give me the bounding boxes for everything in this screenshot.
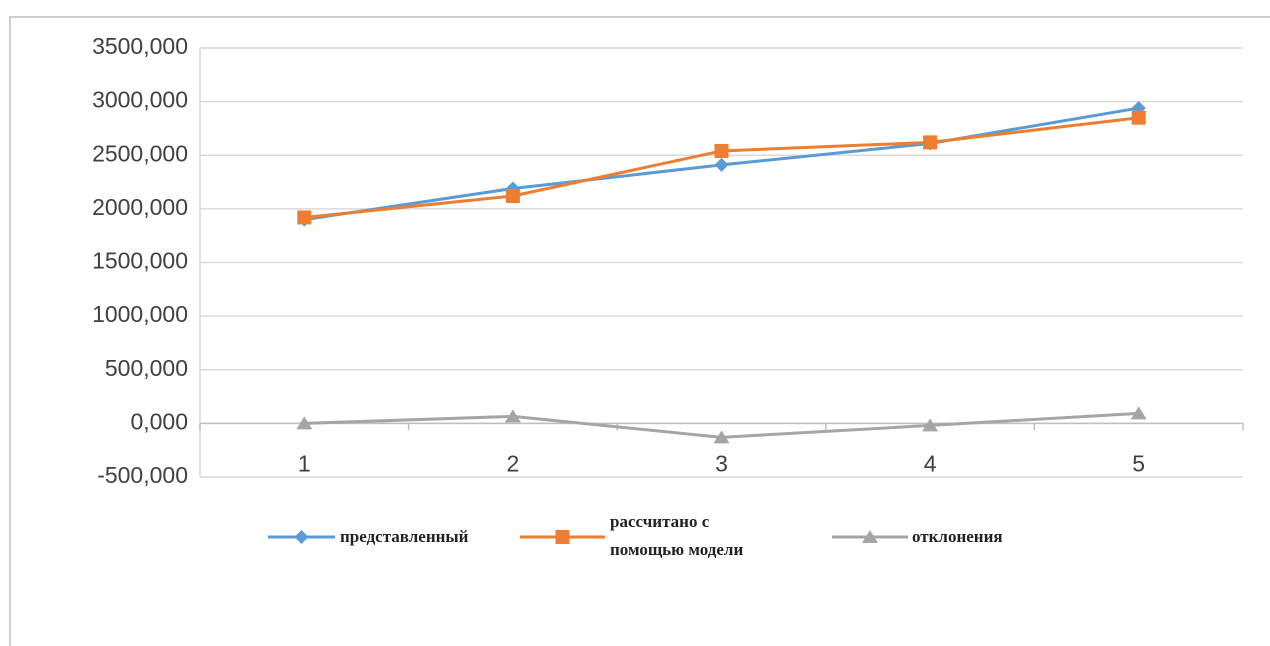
y-tick-label: 2000,000 (92, 194, 188, 220)
data-point (505, 189, 520, 204)
data-point (1131, 110, 1146, 125)
y-tick-label: 2500,000 (92, 140, 188, 166)
data-point (504, 409, 521, 423)
y-tick-label: 3000,000 (92, 87, 188, 113)
data-point (714, 157, 729, 172)
x-tick-label: 2 (507, 450, 520, 476)
data-point (297, 210, 312, 225)
legend-marker (862, 530, 878, 543)
chart-frame (9, 16, 1270, 646)
data-point (296, 416, 313, 430)
x-tick-label: 3 (715, 450, 728, 476)
y-tick-label: -500,000 (97, 462, 188, 488)
data-point (922, 418, 939, 432)
legend-label: рассчитано с помощью модели (610, 512, 744, 559)
x-tick-label: 1 (298, 450, 311, 476)
data-point (923, 135, 938, 150)
y-tick-label: 500,000 (105, 355, 188, 381)
x-tick-label: 4 (924, 450, 937, 476)
x-tick-label: 5 (1132, 450, 1145, 476)
data-point (713, 430, 730, 444)
data-point (714, 143, 729, 158)
legend-label: представленный (340, 527, 469, 546)
legend-marker (555, 530, 570, 544)
legend-label: отклонения (912, 527, 1003, 546)
y-tick-label: 0,000 (130, 408, 188, 434)
y-tick-label: 3500,000 (92, 33, 188, 59)
y-tick-label: 1500,000 (92, 248, 188, 274)
y-tick-label: 1000,000 (92, 301, 188, 327)
data-point (1130, 406, 1147, 420)
legend-marker (294, 530, 309, 544)
